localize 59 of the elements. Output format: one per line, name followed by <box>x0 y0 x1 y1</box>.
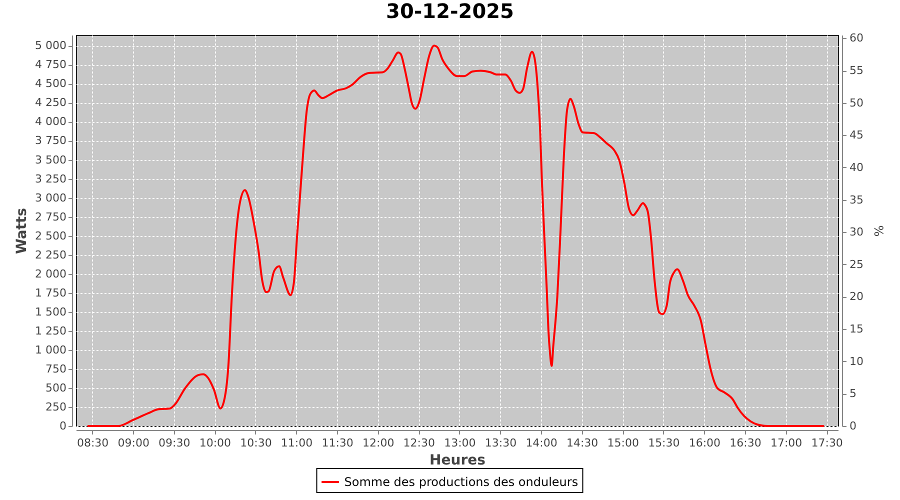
y-tick-label: 1 750 <box>35 286 66 300</box>
y-tick-label: 4 000 <box>35 115 66 128</box>
x-tick-label: 08:30 <box>76 436 109 450</box>
x-tick-label: 09:30 <box>158 436 190 450</box>
x-axis-title: Heures <box>430 452 486 468</box>
y2-tick-label: 40 <box>850 160 864 174</box>
legend-label: Somme des productions des onduleurs <box>344 475 578 489</box>
x-tick-label: 16:00 <box>688 436 721 450</box>
x-tick-label: 12:00 <box>362 436 394 450</box>
y2-tick-label: 15 <box>850 322 864 336</box>
x-tick-label: 13:00 <box>444 436 476 450</box>
y-tick-label: 750 <box>46 362 66 376</box>
x-tick-label: 11:30 <box>322 436 354 450</box>
y-tick-label: 2 500 <box>35 229 66 242</box>
x-tick-label: 09:00 <box>118 436 150 450</box>
y2-tick-label: 35 <box>850 193 864 206</box>
y-tick-label: 500 <box>46 381 66 394</box>
y-tick-label: 1 500 <box>35 305 66 318</box>
chart-title: 30-12-2025 <box>386 0 514 24</box>
y-tick-label: 2 000 <box>35 267 66 280</box>
y2-tick-label: 55 <box>850 64 864 78</box>
x-tick-label: 14:30 <box>566 436 598 450</box>
line-series <box>87 44 824 427</box>
y-tick-label: 4 750 <box>35 58 66 72</box>
x-tick-label: 11:00 <box>280 436 313 450</box>
y-tick-label: 3 250 <box>35 172 66 186</box>
y-tick-label: 4 500 <box>35 77 66 90</box>
y2-tick-label: 25 <box>850 258 864 271</box>
y2-axis-title: % <box>871 225 886 237</box>
x-tick-label: 10:00 <box>199 436 232 450</box>
y-tick-label: 1 250 <box>35 324 66 338</box>
x-tick-label: 17:00 <box>770 436 802 450</box>
x-tick-label: 10:30 <box>240 436 272 450</box>
y-axis-title: Watts <box>14 208 30 254</box>
y-tick-label: 1 000 <box>35 343 66 356</box>
y2-tick-label: 30 <box>850 226 864 239</box>
y-tick-label: 4 250 <box>35 96 66 110</box>
x-tick-label: 14:00 <box>526 436 558 450</box>
y-tick-label: 5 000 <box>35 39 66 52</box>
y-tick-label: 250 <box>46 400 66 414</box>
y-tick-label: 3 500 <box>35 153 66 166</box>
x-tick-label: 17:30 <box>811 436 843 450</box>
y2-tick-label: 5 <box>850 387 856 400</box>
y2-tick-label: 0 <box>850 420 856 432</box>
x-tick-label: 16:30 <box>730 436 762 450</box>
y-tick-label: 0 <box>60 420 66 432</box>
y2-tick-label: 50 <box>850 96 864 110</box>
x-tick-label: 12:30 <box>403 436 436 450</box>
y-tick-label: 3 000 <box>35 191 66 204</box>
y2-tick-label: 10 <box>850 354 864 368</box>
y-tick-label: 2 750 <box>35 210 66 224</box>
x-tick-label: 13:30 <box>484 436 517 450</box>
y2-tick-label: 20 <box>850 290 864 304</box>
y-tick-label: 2 250 <box>35 248 66 262</box>
x-tick-label: 15:00 <box>607 436 639 450</box>
x-tick-label: 15:30 <box>648 436 680 450</box>
y2-tick-label: 45 <box>850 128 864 142</box>
y2-tick-label: 60 <box>850 32 864 45</box>
y-tick-label: 3 750 <box>35 134 66 148</box>
